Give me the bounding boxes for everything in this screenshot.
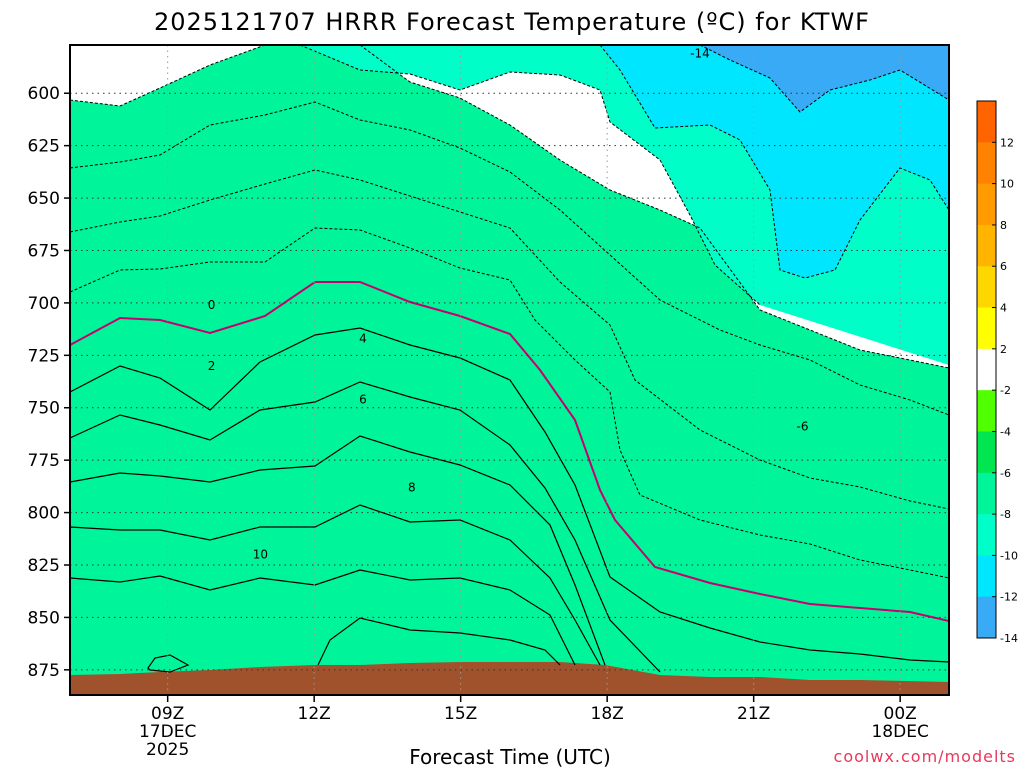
fill-band-minus14 [700,45,949,112]
ground-surface [70,662,949,695]
chart-title: 2025121707 HRRR Forecast Temperature (ºC… [154,8,870,36]
contour-label: 6 [359,392,367,406]
contour-line-12c-small [147,654,190,673]
colorbar-swatch [977,142,996,185]
x-tick-label: 18Z [591,704,624,724]
credit-text: coolwx.com/modelts [834,747,1016,766]
y-tick-label: 825 [28,556,60,576]
y-tick-label: 650 [28,189,60,209]
y-tick-label: 750 [28,399,60,419]
fill-band-minus12 [600,45,949,278]
contour-line-0c [70,281,949,622]
y-tick-label: 600 [28,84,60,104]
colorbar-swatch [977,224,996,267]
contour-label: 10 [253,548,268,562]
contour-label: -6 [797,420,809,434]
colorbar-swatch [977,183,996,226]
x-tick-date: 18DEC [871,722,928,742]
colorbar-swatch [977,390,996,432]
colorbar-label: -12 [1000,591,1018,604]
contour-line-10c [70,569,576,666]
colorbar-swatch [977,431,996,474]
contour-label: 4 [359,332,367,346]
contour-line-12c [317,617,561,666]
x-tick-date: 17DEC [139,722,196,742]
colorbar-label: 12 [1000,136,1014,149]
colorbar-label: 6 [1000,260,1007,273]
x-tick-label: 09Z [151,704,184,724]
contour-line-minus8c [70,45,949,369]
colorbar-swatch [977,472,996,515]
plot-area: -14 -6 0 2 4 6 8 10 [70,45,949,695]
colorbar-label: 10 [1000,178,1014,191]
contour-label: 0 [208,298,216,312]
colorbar-label: -8 [1000,508,1011,521]
colorbar-label: 2 [1000,343,1007,356]
contour-line-minus10c [299,45,761,306]
x-tick-label: 21Z [737,704,770,724]
colorbar-swatch [977,307,996,350]
contour-line-minus12c [599,45,949,279]
plot-frame [69,44,950,696]
colorbar-swatch [977,348,996,391]
y-tick-label: 775 [28,451,60,471]
colorbar-label: 4 [1000,302,1007,315]
fill-band-minus8 [70,45,949,695]
contour-line-8c [70,504,601,666]
y-axis: 600 625 650 675 700 725 750 775 800 825 850 875 [28,84,70,681]
y-tick-label: 625 [28,137,60,157]
contour-line-minus2c [70,227,949,579]
x-tick-label: 00Z [884,704,917,724]
y-tick-label: 675 [28,241,60,261]
contour-line-minus14c [699,45,949,113]
contour-line-minus4c [70,169,949,510]
contour-label: -14 [690,46,710,60]
colorbar-frame [976,100,997,639]
colorbar: 12 10 8 6 4 2 -2 -4 -6 -8 -10 -12 -14 [976,100,1018,645]
contour-line-6c [70,435,606,666]
y-tick-label: 725 [28,346,60,366]
y-tick-label: 875 [28,661,60,681]
colorbar-swatch [977,555,996,598]
x-tick-label: 12Z [298,704,331,724]
colorbar-swatch [977,101,996,143]
x-tick-year: 2025 [146,740,189,760]
colorbar-swatch [977,596,996,639]
colorbar-label: -14 [1000,632,1018,645]
colorbar-swatch [977,266,996,309]
colorbar-label: -4 [1000,425,1011,438]
y-tick-label: 850 [28,608,60,628]
colorbar-label: -10 [1000,549,1018,562]
contour-line-2c [70,327,949,663]
colorbar-label: -2 [1000,384,1011,397]
contour-label: 8 [408,480,416,494]
y-tick-label: 700 [28,294,60,314]
x-tick-label: 15Z [444,704,477,724]
colorbar-swatch [977,514,996,556]
y-tick-label: 800 [28,504,60,524]
contour-labels: -14 -6 0 2 4 6 8 10 [208,46,809,562]
colorbar-label: -6 [1000,467,1011,480]
contour-line-4c [70,381,661,673]
grid-lines [70,45,949,695]
colorbar-label: 8 [1000,219,1007,232]
contour-label: 2 [208,359,216,373]
x-axis-title: Forecast Time (UTC) [409,745,611,768]
